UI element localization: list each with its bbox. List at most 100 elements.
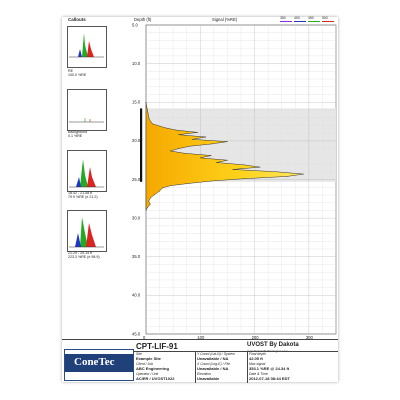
signal-point: [153, 194, 155, 196]
legend-swatch-450: [308, 21, 320, 23]
signal-point: [178, 134, 179, 136]
signal-point: [210, 143, 212, 145]
signal-point: [145, 101, 147, 103]
elevation-label: Elevation: [197, 372, 211, 376]
xcoord-label: X Coord (Lng-E) / File: [197, 362, 230, 366]
callout-3-line2: 79.9 %RE (é 21.2): [68, 195, 98, 199]
legend-swatch-350: [280, 21, 292, 23]
signal-point: [243, 164, 245, 166]
signal-point: [149, 203, 151, 205]
signal-point: [205, 136, 207, 138]
signal-point: [178, 148, 179, 149]
site-label: Site: [136, 352, 142, 356]
signal-tick-label: 200: [252, 335, 260, 339]
signal-point: [148, 200, 150, 202]
callout-waveform-1: [69, 33, 104, 58]
depth-tick-label: 25.0: [132, 177, 141, 182]
signal-tick-label: 300: [306, 335, 314, 339]
signal-point: [227, 159, 228, 161]
depth-tick-label: 10.0: [132, 61, 141, 66]
signal-point: [147, 206, 148, 208]
company-name: ConeTec: [74, 356, 115, 368]
operator-value: AC/ER / UVOST1022: [136, 376, 175, 381]
callout-box-3: [67, 150, 107, 192]
signal-point: [303, 173, 304, 175]
report-footer: ConeTec CPT-LIF-91 UVOST By Dakota www.D…: [62, 339, 338, 383]
legend-swatch-400: [294, 21, 306, 23]
signal-point: [175, 129, 177, 131]
signal-point: [216, 162, 217, 163]
wavelength-legend: 350 400 450 500: [280, 16, 336, 23]
callout-3-line1: 18.42 - 21.08 ft: [68, 191, 93, 195]
signal-axis-header: Signal (%RE): [212, 17, 238, 22]
logged-interval-marker: [140, 108, 143, 182]
signal-area: [145, 102, 304, 211]
signal-point: [146, 108, 148, 109]
site-value: Example Site: [136, 356, 161, 361]
signal-point: [149, 197, 151, 199]
signal-point: [189, 145, 190, 147]
depth-tick-label: 40.0: [132, 293, 141, 298]
signal-point: [161, 187, 163, 189]
signal-point: [145, 210, 147, 211]
signal-point: [259, 166, 261, 168]
depth-tick-label: 20.0: [132, 138, 141, 143]
callout-box-1: [67, 26, 107, 68]
max-signal-value: 353.1 %RE @ 24.34 ft: [249, 366, 290, 371]
callout-2-line1: Background: [68, 130, 88, 134]
client-label: Client / Job: [136, 362, 153, 366]
depth-tick-label: 35.0: [132, 254, 141, 259]
signal-tick-label: 100: [197, 335, 205, 339]
signal-depth-chart: 5.0 10.0 15.0 20.0 25.0 30.0 35.0 40.0 45.00 100 2…: [132, 22, 337, 339]
report-sheet: Callouts RE 100.0 %RE Background 0.1 %RE…: [62, 16, 338, 383]
callout-1-line1: RE: [68, 69, 73, 73]
depth-tick-label: 30.0: [132, 215, 141, 220]
signal-point: [170, 150, 171, 152]
company-logo: ConeTec: [64, 349, 134, 381]
signal-point: [164, 127, 166, 129]
signal-point: [210, 155, 212, 156]
signal-point: [275, 171, 277, 173]
signal-point: [152, 123, 153, 125]
max-signal-label: Max signal: [249, 362, 266, 366]
signal-point: [148, 118, 150, 120]
datetime-label: Date & Time: [249, 372, 268, 376]
datetime-value: 2012-07-18 08:44 EDT: [249, 376, 290, 381]
elevation-value: Unavailable: [197, 376, 220, 381]
signal-point: [159, 190, 160, 192]
signal-point: [199, 157, 201, 159]
ycoord-label: Y Coord (Lat-N) / System: [197, 352, 235, 356]
callout-waveform-3: [69, 159, 104, 188]
callout-4-line2: 223.3 %RE (é 98.9): [68, 255, 100, 259]
signal-point: [197, 132, 198, 133]
client-value: ABC Engineering: [136, 366, 169, 371]
final-depth-value: 42.05 ft: [249, 356, 263, 361]
callout-1-line2: 100.0 %RE: [68, 73, 87, 77]
callout-waveform-4: [69, 217, 104, 248]
signal-point: [191, 138, 193, 140]
depth-tick-label: 5.0: [132, 22, 138, 27]
legend-swatch-500: [322, 21, 334, 23]
signal-point: [210, 180, 212, 182]
ycoord-value: Unavailable / NA: [197, 356, 229, 361]
signal-tick-label: 0: [143, 335, 146, 339]
signal-point: [147, 113, 149, 115]
signal-point: [189, 183, 190, 184]
sounding-title: CPT-LIF-91: [136, 342, 178, 351]
depth-tick-label: 15.0: [132, 100, 141, 105]
signal-point: [232, 169, 234, 170]
callout-waveform-2: [69, 118, 104, 123]
depth-tick-label: 45.0: [132, 331, 141, 336]
callout-4-line1: 21.29 - 25.14 ft: [68, 251, 93, 255]
callout-box-2: [67, 89, 107, 131]
signal-point: [243, 178, 245, 180]
brand-name: UVOST By Dakota: [247, 342, 299, 348]
signal-point: [170, 185, 171, 187]
legend-450: 450: [308, 16, 314, 20]
callouts-title: Callouts: [68, 17, 86, 22]
xcoord-value: Unavailable / NA: [197, 366, 229, 371]
callout-box-4: [67, 210, 107, 252]
signal-point: [286, 176, 288, 177]
callout-2-line2: 0.1 %RE: [68, 134, 83, 138]
signal-point: [227, 141, 228, 142]
